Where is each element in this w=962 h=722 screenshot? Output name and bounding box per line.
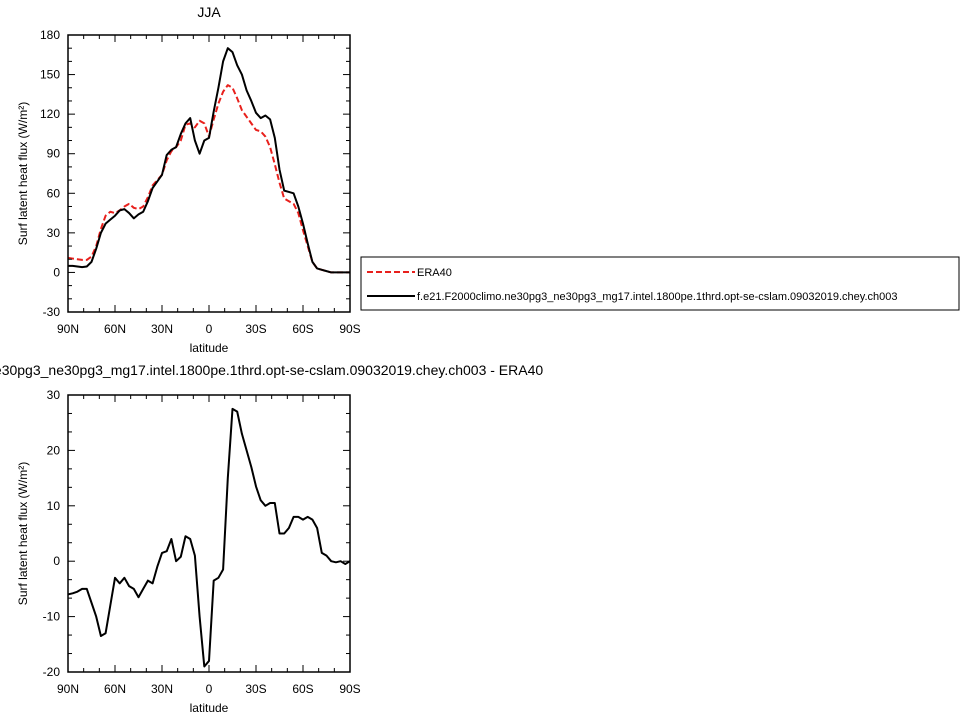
x-tick-label: 90S (339, 682, 360, 696)
legend-label-1: f.e21.F2000climo.ne30pg3_ne30pg3_mg17.in… (417, 291, 897, 303)
legend-box (360, 256, 960, 311)
y-tick-label: -30 (43, 305, 61, 319)
y-tick-label: -20 (43, 665, 61, 679)
x-tick-label: 90S (339, 322, 360, 336)
x-tick-label: 90N (57, 682, 79, 696)
x-tick-label: 30N (151, 682, 173, 696)
x-tick-label: 0 (206, 682, 213, 696)
y-tick-label: 180 (40, 28, 60, 42)
y-tick-label: 0 (53, 554, 60, 568)
x-tick-label: 30N (151, 322, 173, 336)
y-tick-label: 60 (47, 186, 61, 200)
y-tick-label: 0 (53, 265, 60, 279)
chart-title: f.e21.F2000climo.ne30pg3_ne30pg3_mg17.in… (0, 362, 543, 378)
x-axis-label: latitude (190, 701, 229, 715)
x-tick-label: 30S (245, 322, 266, 336)
y-tick-label: 90 (47, 147, 61, 161)
series-line-0 (68, 407, 350, 668)
y-axis-label: Surf latent heat flux (W/m²) (16, 462, 30, 605)
plot-frame (67, 34, 351, 313)
y-tick-label: 30 (47, 226, 61, 240)
series-line-1 (68, 47, 350, 274)
x-tick-label: 0 (206, 322, 213, 336)
y-axis-label: Surf latent heat flux (W/m²) (16, 102, 30, 245)
x-tick-label: 60S (292, 322, 313, 336)
y-tick-label: 150 (40, 68, 60, 82)
y-tick-label: 20 (47, 443, 61, 457)
x-tick-label: 60S (292, 682, 313, 696)
chart-title: JJA (197, 4, 221, 20)
y-tick-label: 10 (47, 499, 61, 513)
y-tick-label: -10 (43, 610, 61, 624)
x-tick-label: 30S (245, 682, 266, 696)
x-tick-label: 60N (104, 322, 126, 336)
x-tick-label: 90N (57, 322, 79, 336)
y-tick-label: 120 (40, 107, 60, 121)
x-axis-label: latitude (190, 341, 229, 355)
x-tick-label: 60N (104, 682, 126, 696)
plot-frame (67, 394, 351, 673)
legend-label-0: ERA40 (417, 267, 452, 279)
y-tick-label: 30 (47, 388, 61, 402)
